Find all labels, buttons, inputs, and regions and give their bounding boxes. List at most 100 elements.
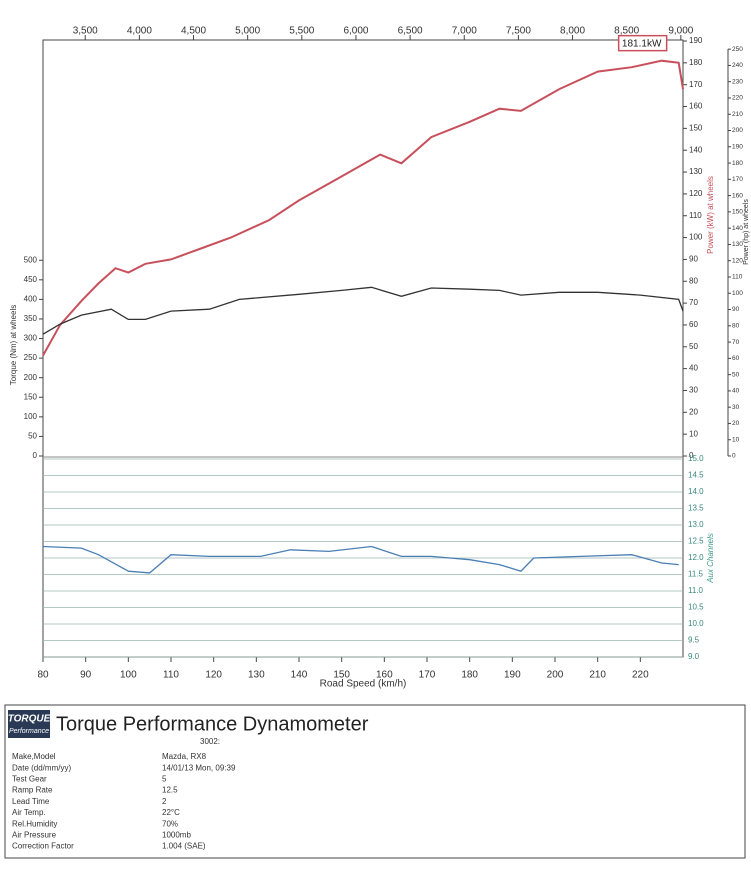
row-value: 70% (162, 819, 178, 828)
y-tick-label: 40 (689, 364, 698, 373)
y2-tick-label: 140 (732, 225, 743, 232)
x-tick-label: 170 (419, 670, 436, 681)
row-value: 22°C (162, 808, 180, 817)
y2-tick-label: 60 (732, 355, 740, 362)
series-line (42, 59, 684, 356)
x-tick-label: 120 (205, 670, 222, 681)
row-value: Mazda, RX8 (162, 752, 207, 761)
y4-tick-label: 10.0 (688, 619, 704, 628)
report-box (4, 704, 746, 859)
y2-tick-label: 220 (732, 95, 743, 102)
y4-tick-label: 15.0 (688, 454, 704, 463)
row-label: Test Gear (12, 775, 47, 784)
x-axis-label: Road Speed (km/h) (320, 679, 407, 690)
logo-sub: Performance (9, 728, 49, 735)
y3-tick-label: 500 (24, 255, 38, 264)
row-label: Air Pressure (12, 831, 57, 840)
y-axis-label: Power (kW) at wheels (706, 176, 715, 254)
row-label: Rel.Humidity (12, 819, 57, 828)
x-tick-label: 140 (291, 670, 308, 681)
x2-tick-label: 8,000 (560, 26, 585, 37)
y4-tick-label: 12.5 (688, 537, 704, 546)
y2-tick-label: 120 (732, 257, 743, 264)
row-value: 1.004 (SAE) (162, 842, 206, 851)
y4-axis-label: Aux Channels (706, 533, 715, 584)
y-tick-label: 190 (689, 36, 703, 45)
y-tick-label: 10 (689, 429, 698, 438)
row-label: Ramp Rate (12, 786, 53, 795)
y2-tick-label: 40 (732, 388, 740, 395)
y-tick-label: 50 (689, 342, 698, 351)
y2-tick-label: 240 (732, 62, 743, 69)
y3-tick-label: 150 (24, 392, 38, 401)
y2-axis-label: Power (hp) at wheels (743, 199, 750, 265)
y-tick-label: 30 (689, 386, 698, 395)
x-tick-label: 100 (120, 670, 137, 681)
annotation: 181.1kW (622, 38, 662, 49)
row-value: 1000mb (162, 831, 191, 840)
y2-tick-label: 50 (732, 371, 740, 378)
x-tick-label: 160 (376, 670, 393, 681)
y4-tick-label: 13.5 (688, 504, 704, 513)
x2-tick-label: 7,500 (506, 26, 531, 37)
row-label: Lead Time (12, 797, 50, 806)
y2-tick-label: 210 (732, 111, 743, 118)
y2-tick-label: 170 (732, 176, 743, 183)
x2-tick-label: 4,000 (127, 26, 152, 37)
row-value: 12.5 (162, 786, 178, 795)
y-tick-label: 150 (689, 123, 703, 132)
plot-frame (42, 39, 684, 658)
x-tick-label: 110 (163, 670, 179, 681)
x2-tick-label: 8,500 (614, 26, 639, 37)
annotation-box (617, 34, 668, 52)
y2-tick-label: 190 (732, 144, 743, 151)
y-tick-label: 120 (689, 189, 703, 198)
y2-tick-label: 150 (732, 209, 743, 216)
y3-tick-label: 300 (24, 334, 38, 343)
x-tick-label: 130 (248, 670, 265, 681)
y-tick-label: 0 (689, 451, 694, 460)
y-tick-label: 60 (689, 320, 698, 329)
row-value: 5 (162, 775, 167, 784)
y4-tick-label: 14.0 (688, 487, 704, 496)
x2-tick-label: 4,500 (181, 26, 206, 37)
y2-tick-label: 70 (732, 339, 740, 346)
y2-tick-label: 30 (732, 404, 740, 411)
x-tick-label: 90 (80, 670, 92, 681)
row-label: Air Temp. (12, 808, 46, 817)
y4-tick-label: 12.0 (688, 553, 704, 562)
x-tick-label: 80 (37, 670, 49, 681)
x2-tick-label: 9,000 (668, 26, 693, 37)
y2-tick-label: 180 (732, 160, 743, 167)
y2-tick-label: 10 (732, 436, 740, 443)
y-tick-label: 20 (689, 407, 698, 416)
row-label: Date (dd/mm/yy) (12, 763, 71, 772)
y2-tick-label: 20 (732, 420, 740, 427)
y-tick-label: 170 (689, 80, 703, 89)
y3-tick-label: 450 (24, 275, 38, 284)
y-tick-label: 130 (689, 167, 703, 176)
x-tick-label: 210 (589, 670, 606, 681)
logo-name: TORQUE (8, 714, 51, 725)
y2-tick-label: 160 (732, 192, 743, 199)
y2-tick-label: 90 (732, 306, 740, 313)
y4-tick-label: 9.5 (688, 636, 700, 645)
y4-tick-label: 11.0 (688, 586, 704, 595)
report-title: Torque Performance Dynamometer (56, 713, 369, 735)
x2-tick-label: 6,500 (398, 26, 423, 37)
row-label: Make,Model (12, 752, 56, 761)
y4-tick-label: 10.5 (688, 603, 704, 612)
y3-tick-label: 250 (24, 353, 38, 362)
x-tick-label: 190 (504, 670, 521, 681)
y-tick-label: 180 (689, 58, 703, 67)
y2-tick-label: 110 (732, 274, 743, 281)
x-tick-label: 200 (547, 670, 564, 681)
y3-tick-label: 200 (24, 373, 38, 382)
x-tick-label: 220 (632, 670, 649, 681)
y2-tick-label: 250 (732, 46, 743, 53)
y-tick-label: 110 (689, 211, 702, 220)
row-label: Correction Factor (12, 842, 74, 851)
y3-axis-label: Torque (Nm) at wheels (9, 305, 18, 385)
x2-tick-label: 7,000 (452, 26, 477, 37)
x-tick-label: 150 (333, 670, 350, 681)
